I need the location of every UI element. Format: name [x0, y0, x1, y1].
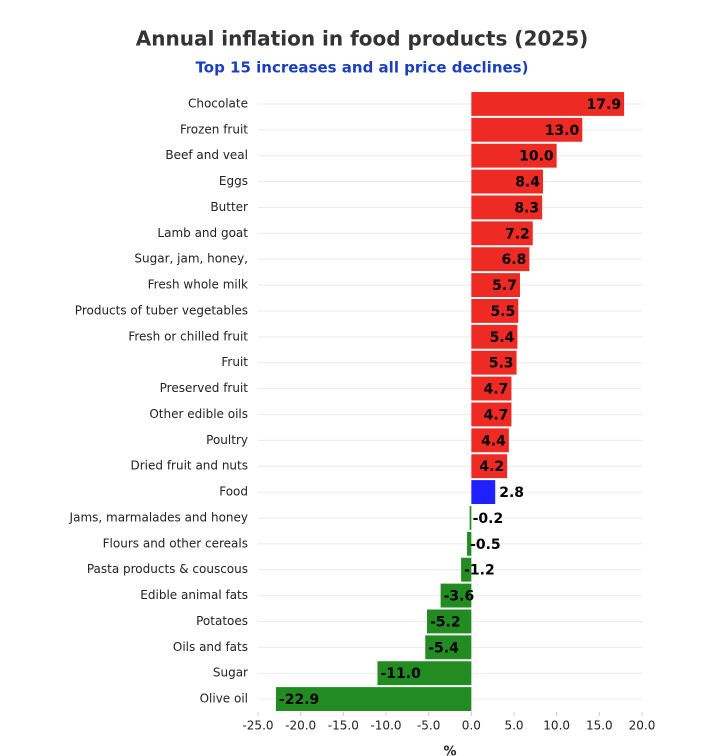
value-label: 2.8 [499, 485, 524, 501]
value-label: -5.2 [430, 614, 461, 630]
value-label: 6.8 [502, 252, 527, 268]
bar [425, 635, 472, 660]
y-tick-label: Pasta products & couscous [87, 562, 248, 576]
value-label: -22.9 [279, 692, 319, 708]
y-tick-label: Food [219, 485, 248, 499]
bar [467, 531, 472, 556]
value-label: -11.0 [380, 666, 421, 682]
x-tick-label: -5.0 [417, 719, 440, 733]
y-tick-label: Fruit [221, 355, 248, 369]
value-label: 5.4 [490, 330, 515, 346]
value-label: 4.7 [484, 382, 509, 398]
y-tick-label: Potatoes [196, 614, 248, 628]
y-tick-label: Chocolate [188, 96, 248, 110]
y-tick-label: Edible animal fats [140, 588, 248, 602]
x-tick-label: -25.0 [242, 719, 273, 733]
value-label: 4.7 [484, 407, 509, 423]
value-label: 13.0 [545, 123, 580, 139]
y-tick-label: Beef and veal [165, 148, 248, 162]
y-tick-label: Eggs [219, 174, 248, 188]
y-tick-label: Jams, marmalades and honey [69, 510, 248, 524]
y-tick-label: Poultry [206, 433, 248, 447]
x-tick-label: 15.0 [586, 719, 613, 733]
x-tick-label: -20.0 [285, 719, 316, 733]
value-label: 8.4 [515, 175, 540, 191]
bar [471, 273, 520, 297]
x-tick-label: 5.0 [504, 719, 523, 733]
bar [471, 454, 508, 479]
x-tick-label: 20.0 [629, 719, 656, 733]
bar [275, 687, 472, 711]
bar [426, 609, 472, 634]
value-label: 5.7 [492, 278, 517, 294]
x-axis-label: % [443, 745, 456, 756]
y-tick-label: Lamb and goat [157, 226, 248, 240]
x-tick-label: -10.0 [370, 719, 401, 733]
bar [469, 506, 472, 530]
chart-subtitle: Top 15 increases and all price declines) [196, 59, 529, 77]
value-label: 4.4 [481, 433, 506, 449]
bar [471, 480, 496, 504]
value-label: 7.2 [505, 226, 530, 242]
bar [471, 299, 519, 323]
value-label: 10.0 [519, 149, 554, 165]
bar [471, 117, 583, 142]
bar [471, 221, 533, 246]
x-tick-label: 10.0 [543, 719, 570, 733]
bar [440, 583, 472, 608]
y-tick-label: Other edible oils [149, 407, 248, 421]
value-label: 5.5 [490, 304, 515, 320]
value-label: -5.4 [428, 640, 459, 656]
y-tick-label: Fresh or chilled fruit [128, 329, 248, 343]
y-tick-label: Frozen fruit [180, 122, 248, 136]
value-label: -1.2 [464, 563, 495, 579]
y-tick-label: Olive oil [200, 692, 248, 706]
bar [471, 376, 512, 401]
value-label: 8.3 [514, 200, 539, 216]
x-tick-label: 0.0 [462, 719, 481, 733]
y-tick-label: Oils and fats [173, 640, 248, 654]
y-tick-label: Sugar, jam, honey, [134, 252, 248, 266]
y-tick-label: Products of tuber vegetables [75, 303, 248, 317]
bar [471, 402, 512, 427]
bar [471, 195, 543, 220]
y-tick-label: Fresh whole milk [148, 278, 248, 292]
value-label: -0.2 [473, 511, 504, 527]
y-tick-label: Sugar [213, 666, 248, 680]
bar [471, 350, 517, 375]
y-tick-label: Dried fruit and nuts [131, 459, 249, 473]
value-label: -3.6 [444, 589, 475, 605]
bar [377, 661, 472, 686]
bar [471, 428, 509, 453]
bar [471, 324, 518, 349]
bar [471, 92, 625, 116]
value-label: -0.5 [470, 537, 501, 553]
x-tick-label: -15.0 [328, 719, 359, 733]
value-label: 4.2 [479, 459, 504, 475]
y-tick-label: Butter [210, 200, 248, 214]
value-label: 5.3 [489, 356, 514, 372]
y-tick-label: Flours and other cereals [103, 536, 248, 550]
bar [471, 247, 530, 272]
bar [471, 143, 557, 168]
bar [471, 169, 544, 194]
bar [461, 557, 472, 582]
value-label: 17.9 [587, 97, 622, 113]
chart-title: Annual inflation in food products (2025) [136, 27, 589, 51]
y-tick-label: Preserved fruit [160, 381, 249, 395]
